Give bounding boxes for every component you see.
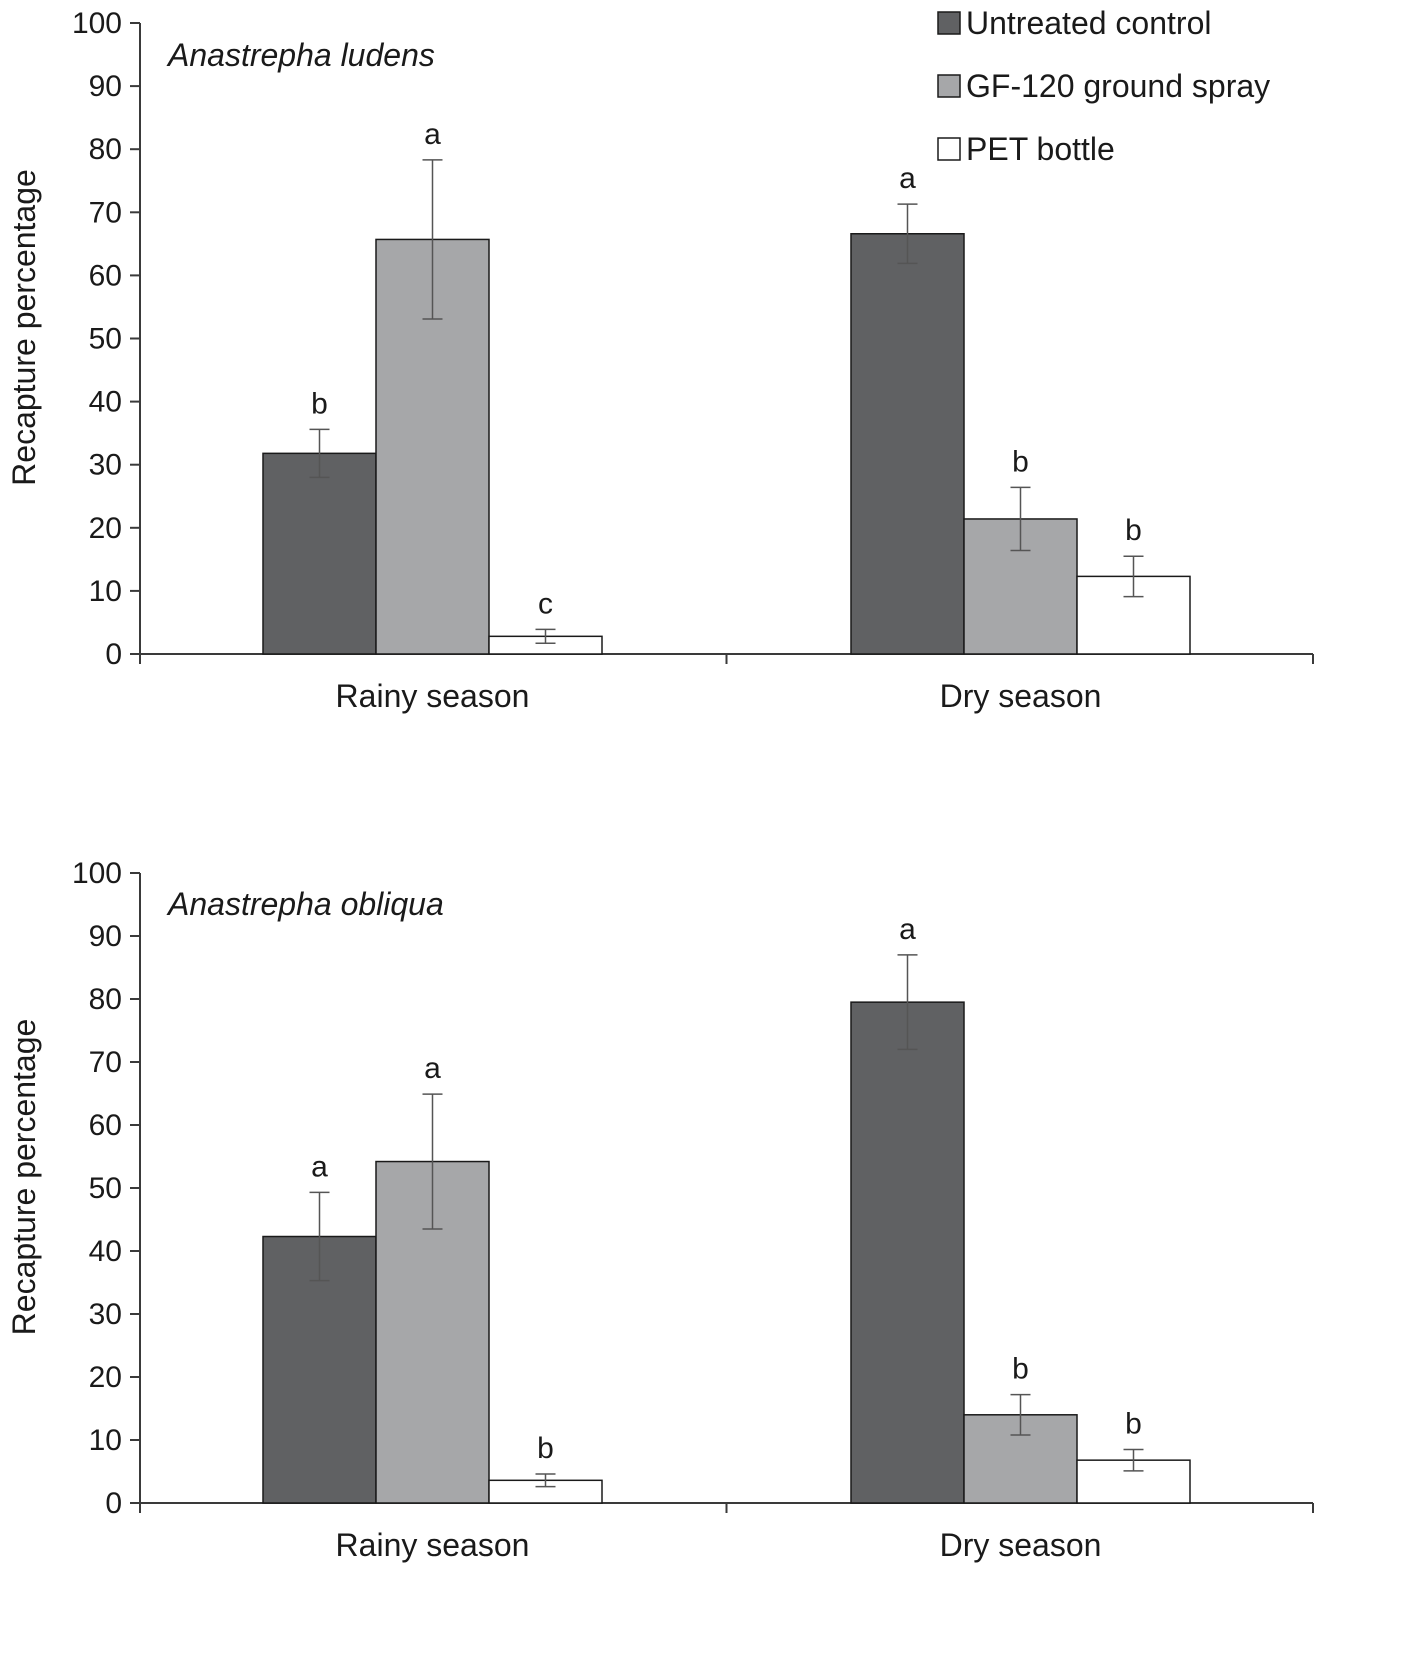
y-tick-label: 10 (89, 1424, 122, 1457)
chart-panel-obliqua: 0 10 20 30 40 50 60 70 80 90 100 Recapture percenta… (6, 857, 1314, 1563)
significance-letter: a (899, 162, 916, 195)
y-tick-label: 0 (105, 1487, 122, 1520)
significance-letter: a (424, 118, 441, 151)
y-tick-label: 20 (89, 512, 122, 545)
significance-letter: a (311, 1150, 328, 1183)
bar (850, 233, 965, 655)
y-tick-label: 60 (89, 259, 122, 292)
significance-letter: b (1012, 445, 1029, 478)
y-tick-label: 30 (89, 1298, 122, 1331)
y-tick-label: 30 (89, 449, 122, 482)
bar (850, 1001, 965, 1504)
significance-letter: a (899, 913, 916, 946)
y-tick-label: 80 (89, 133, 122, 166)
category-label: Rainy season (336, 1527, 530, 1563)
legend: Untreated control GF-120 ground spray PET … (937, 5, 1270, 167)
y-tick-label: 80 (89, 983, 122, 1016)
significance-letter: c (538, 587, 553, 620)
legend-swatch (937, 74, 961, 98)
legend-entry: GF-120 ground spray (966, 68, 1270, 104)
legend-swatch (937, 11, 961, 35)
significance-letter: b (1125, 514, 1142, 547)
y-tick-label: 10 (89, 575, 122, 608)
legend-entry: PET bottle (966, 131, 1115, 167)
y-tick-label: 20 (89, 1361, 122, 1394)
y-axis-title: Recapture percentage (6, 1019, 42, 1336)
legend-entry: Untreated control (966, 5, 1211, 41)
y-axis-title: Recapture percentage (6, 169, 42, 486)
significance-letter: a (424, 1052, 441, 1085)
y-tick-label: 70 (89, 1046, 122, 1079)
panel-title: Anastrepha ludens (166, 37, 435, 73)
y-tick-label: 100 (72, 857, 122, 890)
y-tick-label: 70 (89, 196, 122, 229)
y-tick-label: 50 (89, 1172, 122, 1205)
y-tick-label: 90 (89, 70, 122, 103)
category-label: Dry season (940, 1527, 1102, 1563)
y-tick-label: 40 (89, 386, 122, 419)
significance-letter: b (1012, 1353, 1029, 1386)
category-label: Dry season (940, 678, 1102, 714)
significance-letter: b (311, 387, 328, 420)
significance-letter: b (1125, 1407, 1142, 1440)
legend-swatch (937, 137, 961, 161)
y-tick-label: 0 (105, 638, 122, 671)
y-tick-label: 50 (89, 323, 122, 356)
y-tick-label: 90 (89, 920, 122, 953)
bar (262, 452, 377, 655)
y-tick-label: 40 (89, 1235, 122, 1268)
chart-panel-ludens: 0 10 20 30 40 50 60 70 80 90 100 Recapture percenta… (6, 7, 1314, 714)
panel-title: Anastrepha obliqua (166, 886, 444, 922)
y-tick-label: 100 (72, 7, 122, 40)
y-tick-label: 60 (89, 1109, 122, 1142)
significance-letter: b (537, 1432, 554, 1465)
category-label: Rainy season (336, 678, 530, 714)
